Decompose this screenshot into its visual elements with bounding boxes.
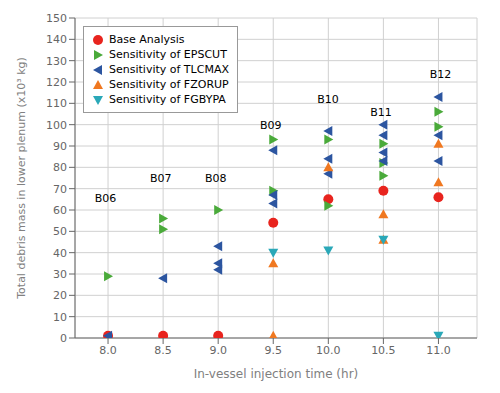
svg-text:8.0: 8.0 — [99, 344, 117, 357]
svg-text:40: 40 — [53, 247, 67, 260]
html-text:Sensitivity of FGBYPA: Sensitivity of FGBYPA — [109, 93, 226, 106]
svg-text:10.5: 10.5 — [371, 344, 396, 357]
svg-text:50: 50 — [53, 225, 67, 238]
svg-text:B09: B09 — [260, 119, 282, 132]
svg-text:B08: B08 — [205, 172, 227, 185]
svg-text:In-vessel injection time (hr): In-vessel injection time (hr) — [194, 367, 359, 381]
svg-text:8.5: 8.5 — [154, 344, 172, 357]
svg-text:9.5: 9.5 — [264, 344, 282, 357]
svg-text:10: 10 — [53, 311, 67, 324]
svg-text:110: 110 — [46, 97, 67, 110]
html-text:Base Analysis: Base Analysis — [109, 33, 185, 46]
svg-text:10.0: 10.0 — [316, 344, 341, 357]
svg-text:150: 150 — [46, 12, 67, 25]
svg-text:B11: B11 — [370, 106, 392, 119]
svg-text:B10: B10 — [317, 93, 339, 106]
svg-text:20: 20 — [53, 289, 67, 302]
svg-text:130: 130 — [46, 55, 67, 68]
html-text:Sensitivity of TLCMAX: Sensitivity of TLCMAX — [109, 63, 229, 76]
svg-text:Total debris mass in lower ple: Total debris mass in lower plenum (x10³ … — [15, 57, 28, 300]
svg-text:B06: B06 — [95, 192, 117, 205]
svg-text:11.0: 11.0 — [426, 344, 451, 357]
svg-text:0: 0 — [60, 332, 67, 345]
svg-text:70: 70 — [53, 183, 67, 196]
svg-text:90: 90 — [53, 140, 67, 153]
svg-text:9.0: 9.0 — [209, 344, 227, 357]
svg-text:80: 80 — [53, 161, 67, 174]
svg-text:B07: B07 — [150, 172, 172, 185]
html-text:Sensitivity of FZORUP: Sensitivity of FZORUP — [109, 78, 229, 91]
html-text:Sensitivity of EPSCUT: Sensitivity of EPSCUT — [109, 48, 227, 61]
svg-text:140: 140 — [46, 33, 67, 46]
svg-text:30: 30 — [53, 268, 67, 281]
svg-text:100: 100 — [46, 119, 67, 132]
svg-text:60: 60 — [53, 204, 67, 217]
svg-text:B12: B12 — [430, 68, 452, 81]
svg-text:120: 120 — [46, 76, 67, 89]
